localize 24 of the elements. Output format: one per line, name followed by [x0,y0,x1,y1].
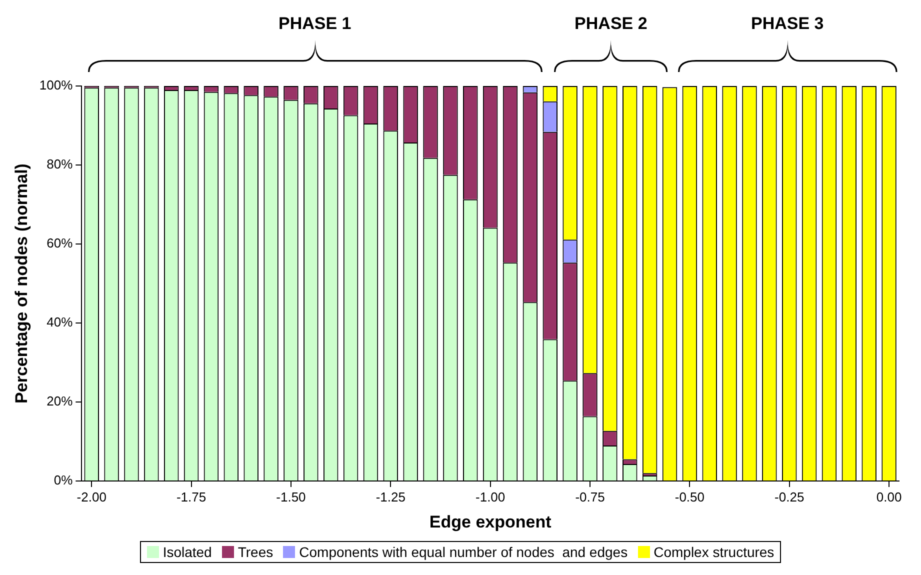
x-tick-label: -1.50 [276,489,306,504]
y-tick-label: 100% [39,78,74,93]
x-tick-label: -1.00 [476,489,506,504]
y-tick-label: 80% [46,156,74,172]
legend-label: Components with equal number of nodes and edges [299,544,628,560]
x-tick-label: -1.25 [376,489,406,504]
legend-label: Trees [238,544,274,560]
y-tick-label: 40% [46,314,74,330]
text: PHASE 1 [278,14,352,34]
x-tick-label: 0.00 [876,489,902,504]
x-tick-label: -2.00 [76,489,106,504]
y-tick-label: 60% [46,236,74,251]
x-tick-label: -0.75 [575,489,605,504]
y-tick-label: 0% [54,472,74,488]
text: PHASE 2 [574,14,648,34]
legend-label: Isolated [162,544,212,560]
x-axis-title: Edge exponent [429,512,552,532]
y-tick-label: 20% [46,394,74,409]
legend-label: Complex structures [654,544,774,560]
y-axis-title: Percentage of nodes (normal) [12,164,31,404]
x-tick-label: -0.25 [774,489,804,504]
text: PHASE 3 [750,14,825,34]
x-tick-label: -0.50 [674,489,704,504]
x-tick-label: -1.75 [176,489,206,504]
